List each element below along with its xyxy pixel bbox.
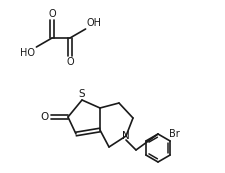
Text: O: O [48, 9, 56, 19]
Text: O: O [66, 57, 74, 67]
Text: S: S [78, 89, 85, 99]
Text: O: O [40, 112, 49, 122]
Text: N: N [122, 131, 129, 141]
Text: OH: OH [86, 18, 101, 28]
Text: Br: Br [168, 129, 179, 139]
Text: HO: HO [20, 48, 35, 58]
